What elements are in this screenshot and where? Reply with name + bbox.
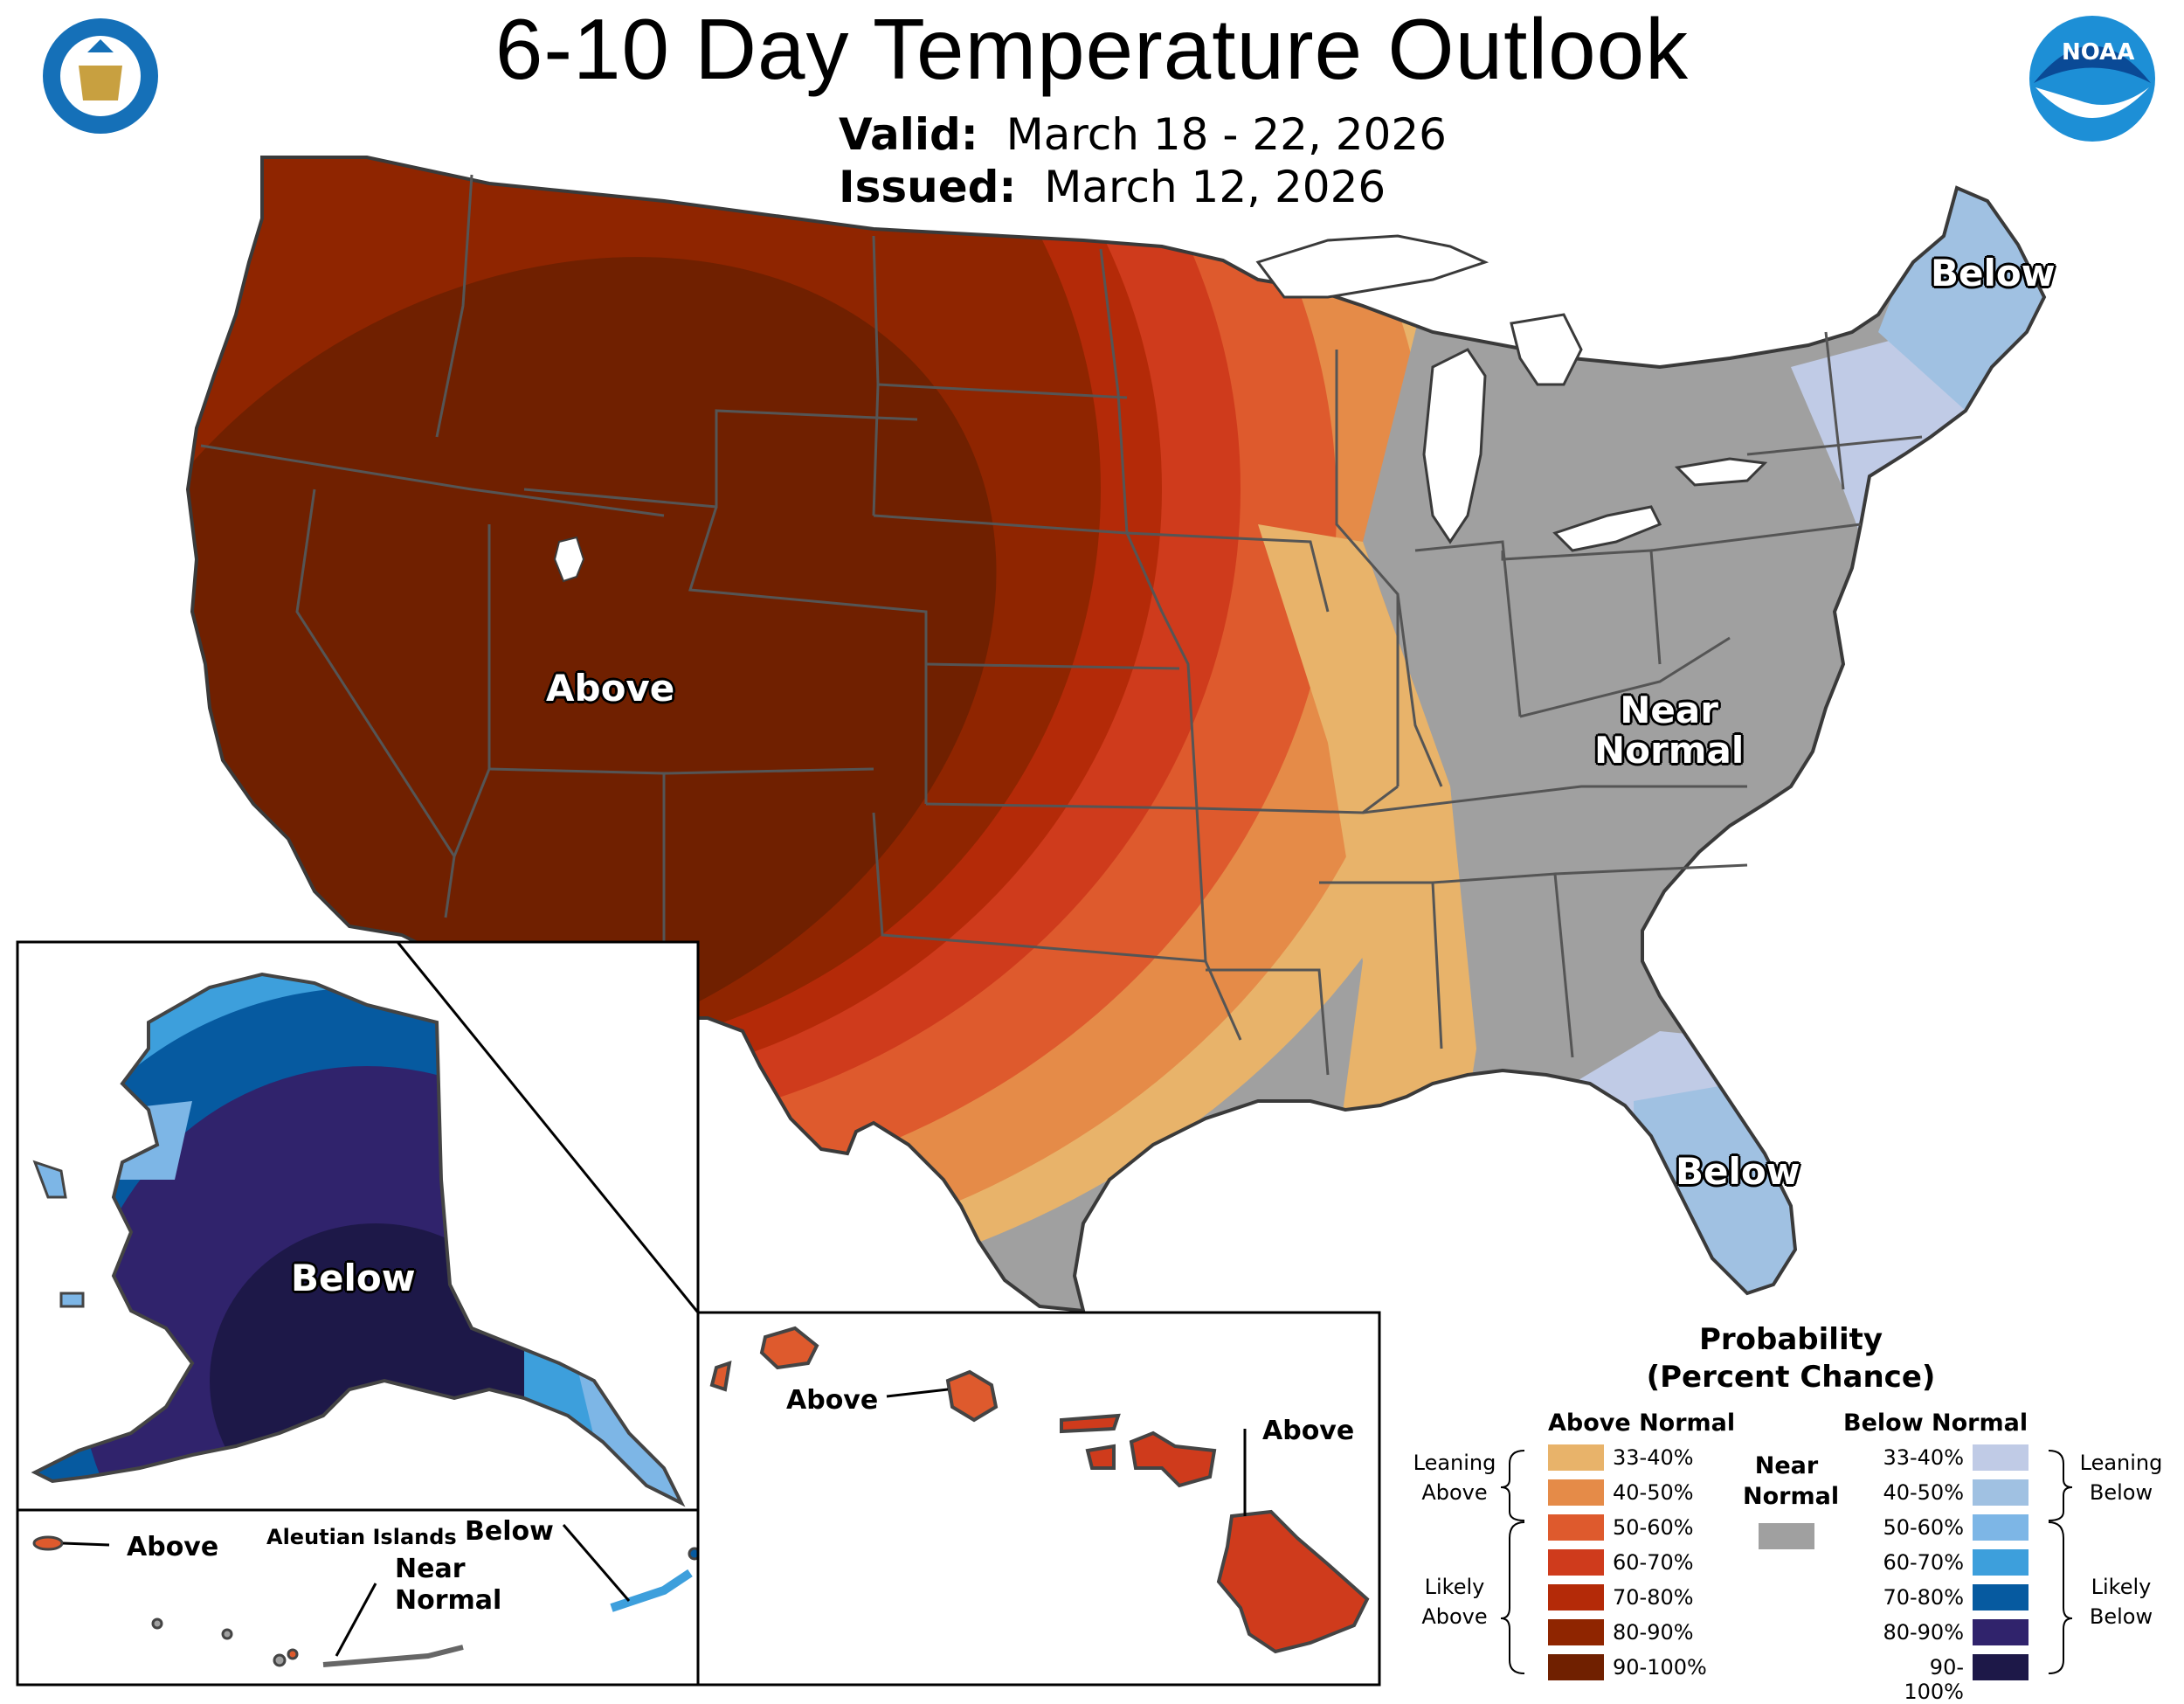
leg-below-swatch — [1973, 1549, 2028, 1576]
leg-below-range: 80-90% — [1883, 1620, 1964, 1645]
likely-above-line1: Likely — [1424, 1575, 1485, 1599]
issued-label: Issued: — [839, 162, 1017, 212]
aleutian-above-label: Above — [127, 1532, 219, 1562]
aleutian-near-line2: Normal — [395, 1585, 502, 1616]
leg-below-swatch — [1973, 1654, 2028, 1680]
legend-above-header: Above Normal — [1548, 1410, 1736, 1437]
aleutian-title: Aleutian Islands — [266, 1525, 457, 1549]
leg-below-range: 90-100% — [1904, 1655, 1964, 1704]
aleutian-near-label: Near Normal — [395, 1554, 501, 1617]
issued-line: Issued: March 12, 2026 — [839, 162, 1386, 212]
legend-leaning-above: Leaning Above — [1402, 1449, 1507, 1507]
leg-below-swatch — [1973, 1514, 2028, 1541]
leg-above-range: 50-60% — [1613, 1515, 1694, 1540]
issued-value: March 12, 2026 — [1044, 162, 1386, 212]
alaska-below-label: Below — [291, 1257, 416, 1299]
leg-above-swatch — [1548, 1654, 1604, 1680]
state-boundaries — [200, 174, 1923, 1076]
leg-below-range: 40-50% — [1883, 1480, 1964, 1505]
leaning-above-line1: Leaning — [1413, 1451, 1496, 1475]
legend-title: Probability (Percent Chance) — [1616, 1321, 1966, 1396]
leg-above-range: 90-100% — [1613, 1655, 1707, 1680]
aleutian-near-line1: Near — [395, 1554, 466, 1584]
leg-below-swatch — [1973, 1444, 2028, 1471]
leg-below-swatch — [1973, 1584, 2028, 1610]
commerce-seal-icon — [43, 18, 158, 134]
leaning-above-line2: Above — [1421, 1479, 1488, 1505]
near-line2: Normal — [1594, 729, 1745, 772]
valid-value: March 18 - 22, 2026 — [1006, 109, 1447, 160]
page-title: 6-10 Day Temperature Outlook — [494, 1, 1690, 97]
leg-below-range: 70-80% — [1883, 1585, 1964, 1610]
leg-above-swatch — [1548, 1479, 1604, 1506]
valid-label: Valid: — [839, 109, 978, 160]
likely-above-line2: Above — [1421, 1604, 1488, 1629]
legend-likely-above: Likely Above — [1402, 1573, 1507, 1631]
leaning-below-line2: Below — [2089, 1479, 2153, 1505]
great-lakes — [1255, 234, 1768, 552]
noaa-logo-icon — [2029, 16, 2155, 142]
northeast-below-label: Below — [1931, 252, 2056, 294]
leg-above-range: 33-40% — [1613, 1445, 1694, 1470]
hawaii-above-east-label: Above — [1262, 1416, 1355, 1446]
leg-above-range: 70-80% — [1613, 1585, 1694, 1610]
legend-near-normal-label: Near Normal — [1743, 1451, 1839, 1512]
legend-likely-below: Likely Below — [2069, 1573, 2174, 1631]
legend-title-line1: Probability — [1698, 1322, 1883, 1357]
aleutian-islands-map — [32, 1535, 702, 1667]
conus-above-label: Above — [546, 667, 675, 710]
aleutian-below-label: Below — [465, 1516, 554, 1547]
likely-below-line1: Likely — [2091, 1575, 2152, 1599]
leg-above-swatch — [1548, 1514, 1604, 1541]
leg-above-swatch — [1548, 1444, 1604, 1471]
likely-below-line2: Below — [2089, 1604, 2153, 1629]
leg-below-swatch — [1973, 1619, 2028, 1645]
leg-below-swatch — [1973, 1479, 2028, 1506]
leg-above-swatch — [1548, 1549, 1604, 1576]
leg-above-swatch — [1548, 1584, 1604, 1610]
leg-above-swatch — [1548, 1619, 1604, 1645]
leg-below-range: 50-60% — [1883, 1515, 1964, 1540]
valid-line: Valid: March 18 - 22, 2026 — [839, 109, 1447, 160]
leg-above-range: 80-90% — [1613, 1620, 1694, 1645]
legend-near-line1: Near — [1754, 1452, 1819, 1479]
conus-near-normal-label: Near Normal — [1594, 689, 1745, 772]
leg-above-range: 60-70% — [1613, 1550, 1694, 1575]
near-line1: Near — [1620, 689, 1718, 731]
hawaii-above-west-label: Above — [786, 1385, 879, 1416]
leg-below-range: 60-70% — [1883, 1550, 1964, 1575]
legend-near-normal-swatch — [1759, 1523, 1814, 1549]
legend-near-line2: Normal — [1743, 1483, 1840, 1511]
legend-leaning-below: Leaning Below — [2069, 1449, 2174, 1507]
leg-below-range: 33-40% — [1883, 1445, 1964, 1470]
leg-above-range: 40-50% — [1613, 1480, 1694, 1505]
leaning-below-line1: Leaning — [2079, 1451, 2163, 1475]
hawaii-map — [709, 1326, 1370, 1654]
florida-below-label: Below — [1676, 1150, 1800, 1193]
legend-title-line2: (Percent Chance) — [1646, 1359, 1936, 1395]
legend-below-header: Below Normal — [1843, 1410, 2028, 1437]
noaa-logo-text: NOAA — [2062, 39, 2135, 66]
